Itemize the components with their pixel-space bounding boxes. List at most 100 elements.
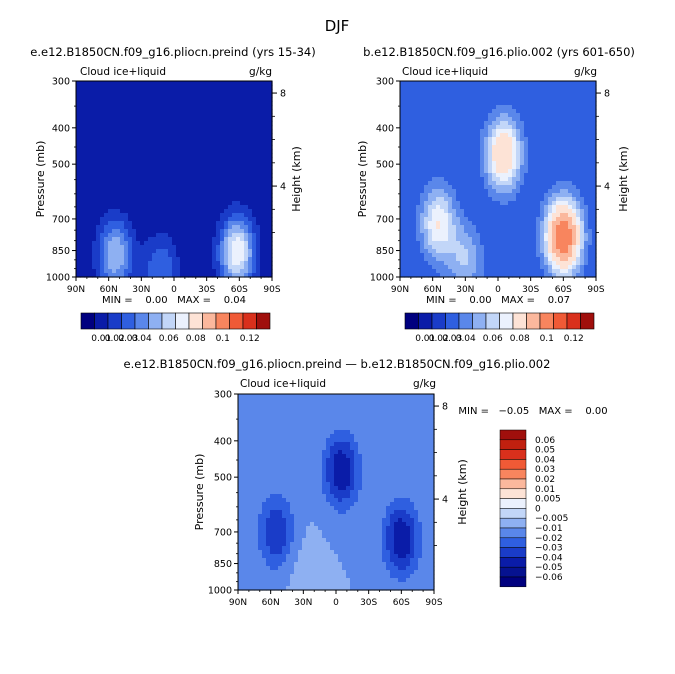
heatmap-cell	[124, 201, 129, 206]
heatmap-cell	[128, 225, 133, 230]
heatmap-cell	[480, 201, 485, 206]
heatmap-cell	[476, 249, 481, 254]
heatmap-cell	[148, 197, 153, 202]
heatmap-cell	[560, 225, 565, 230]
heatmap-cell	[456, 217, 461, 222]
heatmap-cell	[404, 109, 409, 114]
heatmap-cell	[208, 265, 213, 270]
heatmap-cell	[252, 233, 257, 238]
heatmap-cell	[432, 261, 437, 266]
heatmap-cell	[468, 241, 473, 246]
heatmap-cell	[488, 93, 493, 98]
heatmap-cell	[148, 265, 153, 270]
heatmap-cell	[152, 129, 157, 134]
heatmap-cell	[148, 205, 153, 210]
heatmap-cell	[148, 121, 153, 126]
heatmap-cell	[580, 249, 585, 254]
heatmap-cell	[104, 177, 109, 182]
heatmap-cell	[152, 237, 157, 242]
heatmap-cell	[440, 237, 445, 242]
heatmap-cell	[216, 221, 221, 226]
heatmap-cell	[268, 221, 273, 226]
heatmap-cell	[444, 193, 449, 198]
heatmap-cell	[252, 229, 257, 234]
heatmap-cell	[480, 249, 485, 254]
heatmap-cell	[184, 137, 189, 142]
heatmap-cell	[176, 109, 181, 114]
heatmap-cell	[488, 133, 493, 138]
heatmap-cell	[500, 93, 505, 98]
heatmap-cell	[496, 245, 501, 250]
heatmap-cell	[244, 141, 249, 146]
heatmap-cell	[592, 141, 597, 146]
heatmap-cell	[140, 169, 145, 174]
heatmap-cell	[124, 205, 129, 210]
heatmap-cell	[516, 181, 521, 186]
heatmap-cell	[540, 97, 545, 102]
heatmap-cell	[556, 141, 561, 146]
heatmap-cell	[552, 265, 557, 270]
heatmap-cell	[148, 81, 153, 86]
heatmap-cell	[564, 173, 569, 178]
heatmap-cell	[468, 109, 473, 114]
heatmap-cell	[572, 141, 577, 146]
heatmap-cell	[516, 185, 521, 190]
heatmap-cell	[260, 121, 265, 126]
heatmap-cell	[400, 189, 405, 194]
heatmap-cell	[256, 221, 261, 226]
heatmap-cell	[176, 225, 181, 230]
heatmap-cell	[228, 209, 233, 214]
heatmap-cell	[432, 161, 437, 166]
heatmap-cell	[172, 157, 177, 162]
heatmap-cell	[484, 133, 489, 138]
heatmap-cell	[452, 261, 457, 266]
heatmap-cell	[588, 105, 593, 110]
x-tick-label: 60N	[424, 285, 442, 295]
heatmap-cell	[104, 105, 109, 110]
heatmap-cell	[548, 145, 553, 150]
heatmap-cell	[84, 209, 89, 214]
heatmap-cell	[524, 113, 529, 118]
heatmap-cell	[492, 197, 497, 202]
heatmap-cell	[592, 177, 597, 182]
heatmap-cell	[180, 273, 185, 278]
heatmap-cell	[124, 85, 129, 90]
heatmap-cell	[460, 109, 465, 114]
heatmap-cell	[476, 125, 481, 130]
heatmap-cell	[136, 189, 141, 194]
heatmap-cell	[184, 201, 189, 206]
heatmap-cell	[524, 229, 529, 234]
heatmap-cell	[108, 205, 113, 210]
heatmap-cell	[260, 225, 265, 230]
heatmap-cell	[240, 137, 245, 142]
heatmap-cell	[540, 85, 545, 90]
heatmap-cell	[572, 149, 577, 154]
heatmap-cell	[560, 109, 565, 114]
heatmap-cell	[152, 89, 157, 94]
heatmap-cell	[516, 241, 521, 246]
heatmap-cell	[592, 249, 597, 254]
heatmap-cell	[432, 165, 437, 170]
heatmap-cell	[268, 125, 273, 130]
heatmap-cell	[172, 149, 177, 154]
heatmap-cell	[128, 117, 133, 122]
heatmap-cell	[228, 141, 233, 146]
heatmap-cell	[104, 165, 109, 170]
heatmap-cell	[164, 269, 169, 274]
heatmap-cell	[144, 257, 149, 262]
heatmap-cell	[580, 153, 585, 158]
heatmap-cell	[96, 197, 101, 202]
heatmap-cell	[152, 229, 157, 234]
heatmap-cell	[160, 129, 165, 134]
heatmap-cell	[464, 169, 469, 174]
heatmap-cell	[136, 93, 141, 98]
heatmap-cell	[180, 225, 185, 230]
heatmap-cell	[248, 269, 253, 274]
heatmap-cell	[440, 101, 445, 106]
heatmap-cell	[144, 129, 149, 134]
heatmap-cell	[448, 269, 453, 274]
heatmap-cell	[224, 269, 229, 274]
heatmap-cell	[248, 257, 253, 262]
heatmap-cell	[144, 213, 149, 218]
heatmap-cell	[76, 181, 81, 186]
